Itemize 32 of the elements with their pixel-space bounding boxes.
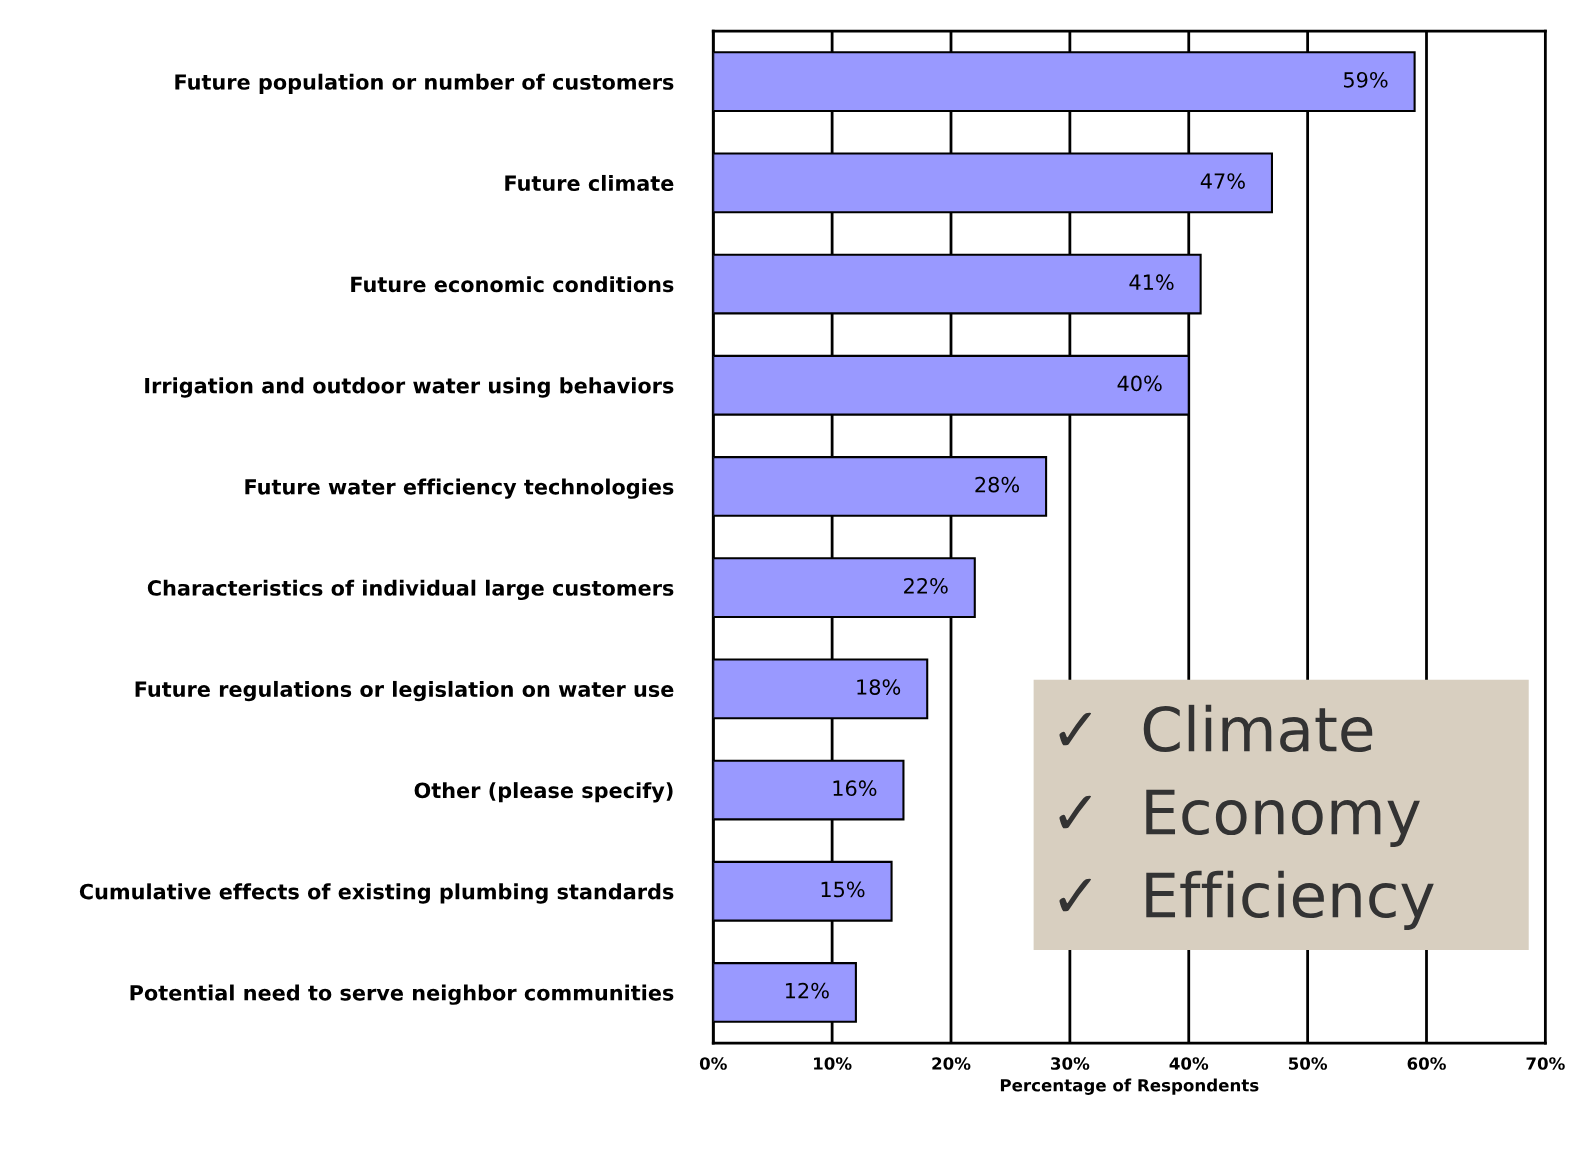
y-tick-label: Characteristics of individual large customers [147, 579, 674, 601]
data-label: 41% [1129, 274, 1174, 291]
y-tick-label: Irrigation and outdoor water using behaviors [145, 377, 674, 398]
data-label: 40% [1117, 375, 1162, 392]
data-label: 18% [857, 679, 901, 695]
y-tick-label: Future population or number of customers [175, 73, 674, 94]
y-tick-label: Other (please specify) [414, 782, 673, 803]
annotation: ✓ Climate [1059, 704, 1373, 753]
y-tick-label: Cumulative effects of existing plumbing standards [79, 883, 674, 904]
x-tick-label: 30% [1051, 1057, 1090, 1070]
annotation: ✓ Economy [1059, 789, 1420, 847]
x-tick-label: 0% [699, 1057, 727, 1070]
y-tick-label: Future economic conditions [351, 276, 674, 293]
x-tick-label: 60% [1407, 1057, 1446, 1070]
x-tick-label: 20% [932, 1057, 971, 1070]
data-label: 16% [833, 780, 877, 797]
data-label: 22% [904, 577, 948, 594]
x-tick-label: 10% [814, 1057, 852, 1070]
y-tick-label: Future regulations or legislation on water use [135, 680, 674, 702]
y-tick-label: Future climate [505, 174, 674, 192]
x-tick-label: 50% [1288, 1057, 1328, 1070]
data-label: 59% [1344, 71, 1388, 88]
annotation: ✓ Efficiency [1059, 870, 1434, 930]
y-tick-label: Future water efficiency technologies [245, 478, 674, 499]
data-label: 15% [821, 881, 865, 898]
x-tick-label: 40% [1169, 1057, 1209, 1070]
data-label: 12% [785, 982, 829, 999]
x-tick-label: 70% [1526, 1057, 1565, 1070]
x-axis-title: Percentage of Respondents [1000, 1078, 1259, 1095]
data-label: 28% [975, 476, 1020, 493]
y-tick-label: Potential need to serve neighbor communities [130, 984, 674, 1005]
data-label: 47% [1200, 173, 1245, 189]
